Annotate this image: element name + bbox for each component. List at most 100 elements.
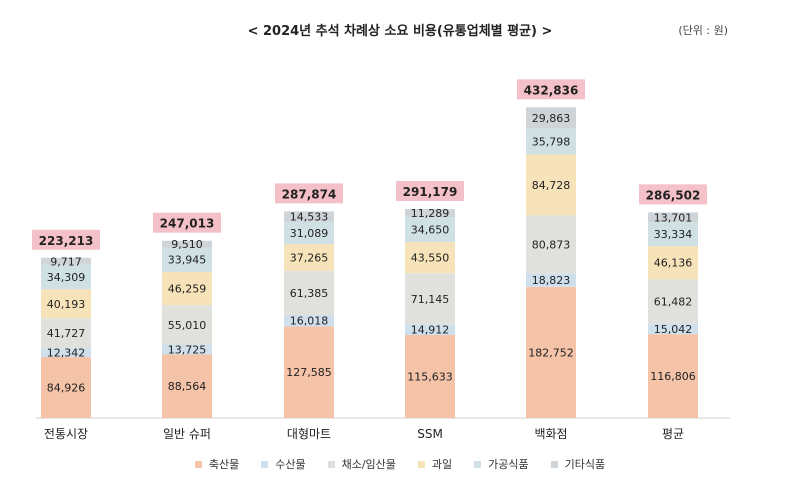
bar-segment-일반 슈퍼-채소/임산물 bbox=[162, 305, 212, 345]
legend-label: 가공식품 bbox=[488, 458, 529, 471]
bar-segment-대형마트-수산물 bbox=[284, 314, 334, 327]
bar-segment-평균-기타식품 bbox=[648, 212, 698, 223]
data-label: 46,259 bbox=[168, 282, 207, 295]
legend-label: 채소/임산물 bbox=[341, 458, 396, 471]
bar-segment-일반 슈퍼-수산물 bbox=[162, 344, 212, 355]
bar-segment-SSM-기타식품 bbox=[405, 208, 455, 218]
category-label: 일반 슈퍼 bbox=[163, 427, 211, 441]
legend-item: 수산물 bbox=[261, 456, 306, 472]
bar-segment-일반 슈퍼-축산물 bbox=[162, 354, 212, 418]
bar-segment-백화점-과일 bbox=[526, 154, 576, 216]
bar-segment-전통시장-가공식품 bbox=[41, 264, 91, 290]
bar-segment-평균-가공식품 bbox=[648, 222, 698, 247]
bar-segment-백화점-기타식품 bbox=[526, 107, 576, 129]
data-label: 15,042 bbox=[654, 323, 693, 336]
data-label: 11,289 bbox=[411, 207, 450, 220]
data-label: 18,823 bbox=[532, 274, 571, 287]
data-label: 80,873 bbox=[532, 238, 571, 251]
legend-label: 기타식품 bbox=[564, 458, 606, 471]
bar-segment-전통시장-수산물 bbox=[41, 348, 91, 358]
total-label-box bbox=[153, 212, 221, 233]
legend-swatch bbox=[261, 460, 269, 468]
total-label: 287,874 bbox=[282, 187, 337, 201]
data-label: 115,633 bbox=[407, 371, 453, 384]
data-label: 34,650 bbox=[411, 224, 450, 237]
bar-segment-대형마트-기타식품 bbox=[284, 211, 334, 222]
legend: 축산물 수산물 채소/임산물 과일 가공식품 기타식품 bbox=[0, 456, 800, 472]
data-label: 14,912 bbox=[411, 324, 450, 337]
bar-segment-일반 슈퍼-기타식품 bbox=[162, 240, 212, 248]
data-label: 12,342 bbox=[47, 347, 86, 360]
category-label: 백화점 bbox=[534, 427, 567, 441]
bar-segment-백화점-축산물 bbox=[526, 286, 576, 418]
data-label: 116,806 bbox=[650, 370, 696, 383]
legend-item: 축산물 bbox=[194, 456, 240, 472]
data-label: 182,752 bbox=[528, 346, 574, 359]
data-label: 40,193 bbox=[47, 298, 86, 311]
unit-note: (단위 : 원) bbox=[678, 24, 728, 37]
data-label: 61,385 bbox=[290, 287, 329, 300]
legend-item: 채소/임산물 bbox=[327, 456, 396, 472]
legend-swatch bbox=[474, 460, 482, 468]
bar-segment-평균-과일 bbox=[648, 246, 698, 280]
data-label: 31,089 bbox=[290, 227, 329, 240]
total-label: 432,836 bbox=[524, 83, 579, 97]
data-label: 34,309 bbox=[47, 271, 86, 284]
legend-swatch bbox=[550, 460, 558, 468]
total-label: 291,179 bbox=[403, 185, 458, 199]
data-label: 33,334 bbox=[654, 228, 693, 241]
bar-segment-SSM-축산물 bbox=[405, 335, 455, 418]
data-label: 84,728 bbox=[532, 179, 571, 192]
category-label: 전통시장 bbox=[44, 427, 88, 441]
legend-item: 과일 bbox=[417, 456, 453, 472]
bar-segment-일반 슈퍼-가공식품 bbox=[162, 247, 212, 272]
category-label: SSM bbox=[417, 427, 443, 441]
legend-swatch bbox=[327, 460, 335, 468]
data-label: 84,926 bbox=[47, 382, 86, 395]
legend-label: 과일 bbox=[431, 458, 453, 471]
bar-segment-평균-축산물 bbox=[648, 334, 698, 418]
data-label: 13,701 bbox=[654, 211, 693, 224]
legend-swatch bbox=[194, 460, 202, 468]
bar-segment-평균-채소/임산물 bbox=[648, 279, 698, 324]
data-label: 61,482 bbox=[654, 295, 693, 308]
data-label: 9,717 bbox=[50, 255, 82, 268]
bar-segment-대형마트-가공식품 bbox=[284, 221, 334, 245]
total-label-box bbox=[639, 184, 707, 205]
legend-label: 축산물 bbox=[208, 458, 240, 471]
total-label-box bbox=[517, 79, 585, 100]
category-label: 평균 bbox=[662, 427, 684, 441]
total-label: 223,213 bbox=[39, 234, 94, 248]
data-label: 41,727 bbox=[47, 327, 86, 340]
bar-segment-SSM-과일 bbox=[405, 241, 455, 274]
data-label: 14,533 bbox=[290, 211, 329, 224]
data-label: 46,136 bbox=[654, 257, 693, 270]
bar-segment-전통시장-과일 bbox=[41, 289, 91, 319]
data-label: 88,564 bbox=[168, 380, 207, 393]
data-label: 37,265 bbox=[290, 251, 329, 264]
legend-swatch bbox=[417, 460, 425, 468]
total-label: 286,502 bbox=[646, 188, 701, 202]
data-label: 9,510 bbox=[171, 238, 203, 251]
bar-segment-백화점-가공식품 bbox=[526, 128, 576, 155]
data-label: 29,863 bbox=[532, 112, 571, 125]
legend-item: 기타식품 bbox=[550, 456, 606, 472]
bar-segment-대형마트-채소/임산물 bbox=[284, 270, 334, 315]
bar-segment-백화점-채소/임산물 bbox=[526, 215, 576, 274]
total-label-box bbox=[32, 229, 100, 250]
bar-segment-백화점-수산물 bbox=[526, 273, 576, 287]
bar-segment-전통시장-채소/임산물 bbox=[41, 318, 91, 349]
bar-segment-대형마트-축산물 bbox=[284, 326, 334, 418]
data-label: 13,725 bbox=[168, 344, 207, 357]
data-label: 71,145 bbox=[411, 293, 450, 306]
bar-segment-SSM-수산물 bbox=[405, 324, 455, 336]
bar-segment-SSM-가공식품 bbox=[405, 217, 455, 242]
bar-segment-SSM-채소/임산물 bbox=[405, 273, 455, 325]
bar-segment-일반 슈퍼-과일 bbox=[162, 271, 212, 306]
category-label: 대형마트 bbox=[287, 427, 331, 441]
data-label: 43,550 bbox=[411, 252, 450, 265]
total-label-box bbox=[396, 180, 464, 201]
data-label: 33,945 bbox=[168, 254, 207, 267]
legend-item: 가공식품 bbox=[474, 456, 529, 472]
